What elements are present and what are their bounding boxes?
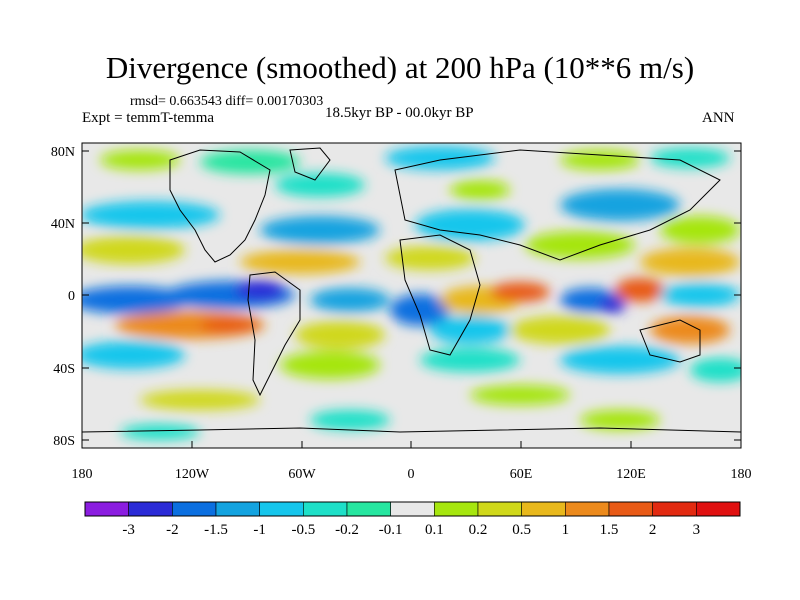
stats-text: rmsd= 0.663543 diff= 0.00170303	[130, 94, 324, 109]
colorbar-label: 1	[562, 522, 570, 538]
lat-label-80n: 80N	[51, 145, 75, 160]
colorbar-swatch	[84, 501, 129, 517]
colorbar-label: 0.1	[425, 522, 444, 538]
longitude-axis: 180 120W 60W 0 60E 120E 180	[72, 441, 752, 482]
lat-label-40n: 40N	[51, 217, 75, 232]
colorbar-label: -1.5	[204, 522, 228, 538]
colorbar-swatch	[565, 501, 610, 517]
latitude-axis: 80N 40N 0 40S 80S	[51, 145, 741, 449]
colorbar-label: 1.5	[600, 522, 619, 538]
colorbar-label: 0.2	[469, 522, 488, 538]
colorbar-label: -0.2	[335, 522, 359, 538]
colorbar-swatch	[696, 501, 741, 517]
colorbar-swatch	[172, 501, 217, 517]
figure-title: Divergence (smoothed) at 200 hPa (10**6 …	[105, 50, 695, 85]
lon-label-180e: 180	[731, 467, 752, 482]
lon-label-120w: 120W	[175, 467, 210, 482]
lon-label-180w: 180	[72, 467, 93, 482]
colorbar-label: 3	[693, 522, 701, 538]
colorbar-swatch	[434, 501, 479, 517]
colorbar-swatch	[215, 501, 260, 517]
colorbar-label: 2	[649, 522, 657, 538]
colorbar-swatch	[390, 501, 435, 517]
colorbar-swatch	[608, 501, 653, 517]
colorbar-swatch	[259, 501, 304, 517]
lon-label-120e: 120E	[616, 467, 646, 482]
colorbar-swatch	[652, 501, 697, 517]
lat-label-40s: 40S	[53, 362, 75, 377]
colorbar-label: -1	[253, 522, 266, 538]
period-label: 18.5kyr BP - 00.0kyr BP	[325, 105, 474, 121]
lat-label-0: 0	[68, 289, 75, 304]
colorbar-swatch	[346, 501, 391, 517]
lon-label-60w: 60W	[288, 467, 316, 482]
lat-label-80s: 80S	[53, 434, 75, 449]
colorbar: -3 -2 -1.5 -1 -0.5 -0.2 -0.1 0.1 0.2 0.5 1 1.5 2 3	[84, 501, 741, 538]
coastlines	[82, 147, 741, 433]
colorbar-swatch	[477, 501, 522, 517]
experiment-label: Expt = temmT-temma	[82, 110, 215, 126]
colorbar-label: 0.5	[512, 522, 531, 538]
colorbar-label: -0.5	[291, 522, 315, 538]
colorbar-label: -2	[166, 522, 179, 538]
colorbar-label: -0.1	[379, 522, 403, 538]
colorbar-swatch	[521, 501, 566, 517]
divergence-field	[82, 146, 741, 440]
colorbar-swatch	[128, 501, 173, 517]
lon-label-0: 0	[408, 467, 415, 482]
lon-label-60e: 60E	[510, 467, 533, 482]
colorbar-swatch	[303, 501, 348, 517]
season-label: ANN	[702, 110, 735, 126]
colorbar-label: -3	[122, 522, 135, 538]
colorbar-frame	[84, 501, 741, 517]
